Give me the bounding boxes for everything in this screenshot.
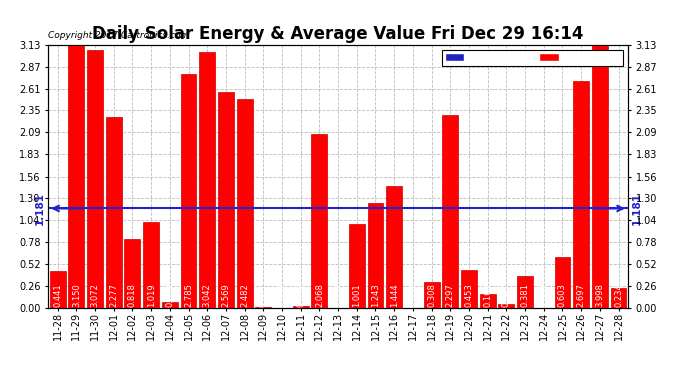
Text: 1.019: 1.019: [147, 283, 156, 307]
Text: 0.308: 0.308: [427, 283, 436, 307]
Text: 0.000: 0.000: [277, 283, 286, 307]
Text: 3.042: 3.042: [203, 283, 212, 307]
Text: 0.070: 0.070: [166, 283, 175, 307]
Text: 0.000: 0.000: [408, 283, 417, 307]
Bar: [181, 74, 197, 308]
Text: 0.603: 0.603: [558, 283, 567, 307]
Text: 0.001: 0.001: [259, 283, 268, 307]
Bar: [87, 50, 103, 308]
Bar: [611, 288, 627, 308]
Text: 0.381: 0.381: [520, 283, 529, 307]
Text: 1.444: 1.444: [390, 283, 399, 307]
Bar: [162, 302, 178, 307]
Text: 0.818: 0.818: [128, 283, 137, 307]
Bar: [349, 224, 365, 308]
Text: 0.453: 0.453: [464, 283, 473, 307]
Bar: [480, 294, 495, 307]
Bar: [498, 303, 514, 307]
Text: 2.569: 2.569: [221, 283, 230, 307]
Text: 1.001: 1.001: [353, 283, 362, 307]
Bar: [592, 0, 608, 308]
Text: 2.697: 2.697: [577, 283, 586, 307]
Bar: [555, 257, 571, 307]
Text: 1.181: 1.181: [631, 192, 642, 225]
Text: 3.998: 3.998: [595, 283, 604, 307]
Bar: [293, 306, 308, 308]
Legend: Average ($), Daily   ($): Average ($), Daily ($): [442, 50, 623, 66]
Text: 0.000: 0.000: [333, 283, 343, 307]
Text: 0.160: 0.160: [483, 283, 492, 307]
Bar: [311, 134, 327, 308]
Bar: [144, 222, 159, 308]
Text: 2.277: 2.277: [109, 283, 118, 307]
Bar: [218, 92, 234, 308]
Text: 3.150: 3.150: [72, 283, 81, 307]
Text: 0.441: 0.441: [53, 283, 62, 307]
Text: 2.482: 2.482: [240, 283, 249, 307]
Bar: [386, 186, 402, 308]
Bar: [199, 53, 215, 308]
Text: 1.181: 1.181: [34, 192, 45, 225]
Text: 0.000: 0.000: [540, 283, 549, 307]
Bar: [368, 203, 384, 308]
Bar: [573, 81, 589, 308]
Text: 3.072: 3.072: [90, 283, 99, 307]
Text: 0.047: 0.047: [502, 283, 511, 307]
Bar: [50, 270, 66, 308]
Text: 2.785: 2.785: [184, 283, 193, 307]
Bar: [424, 282, 440, 308]
Text: Copyright 2017 Cartronics.com: Copyright 2017 Cartronics.com: [48, 31, 190, 40]
Bar: [517, 276, 533, 308]
Text: 1.243: 1.243: [371, 283, 380, 307]
Bar: [68, 44, 84, 308]
Bar: [106, 117, 121, 308]
Bar: [124, 239, 140, 308]
Title: Daily Solar Energy & Average Value Fri Dec 29 16:14: Daily Solar Energy & Average Value Fri D…: [92, 26, 584, 44]
Bar: [237, 99, 253, 308]
Bar: [461, 270, 477, 308]
Bar: [442, 115, 458, 308]
Text: 2.297: 2.297: [446, 283, 455, 307]
Text: 0.014: 0.014: [296, 283, 305, 307]
Text: 2.068: 2.068: [315, 283, 324, 307]
Text: 0.234: 0.234: [614, 283, 623, 307]
